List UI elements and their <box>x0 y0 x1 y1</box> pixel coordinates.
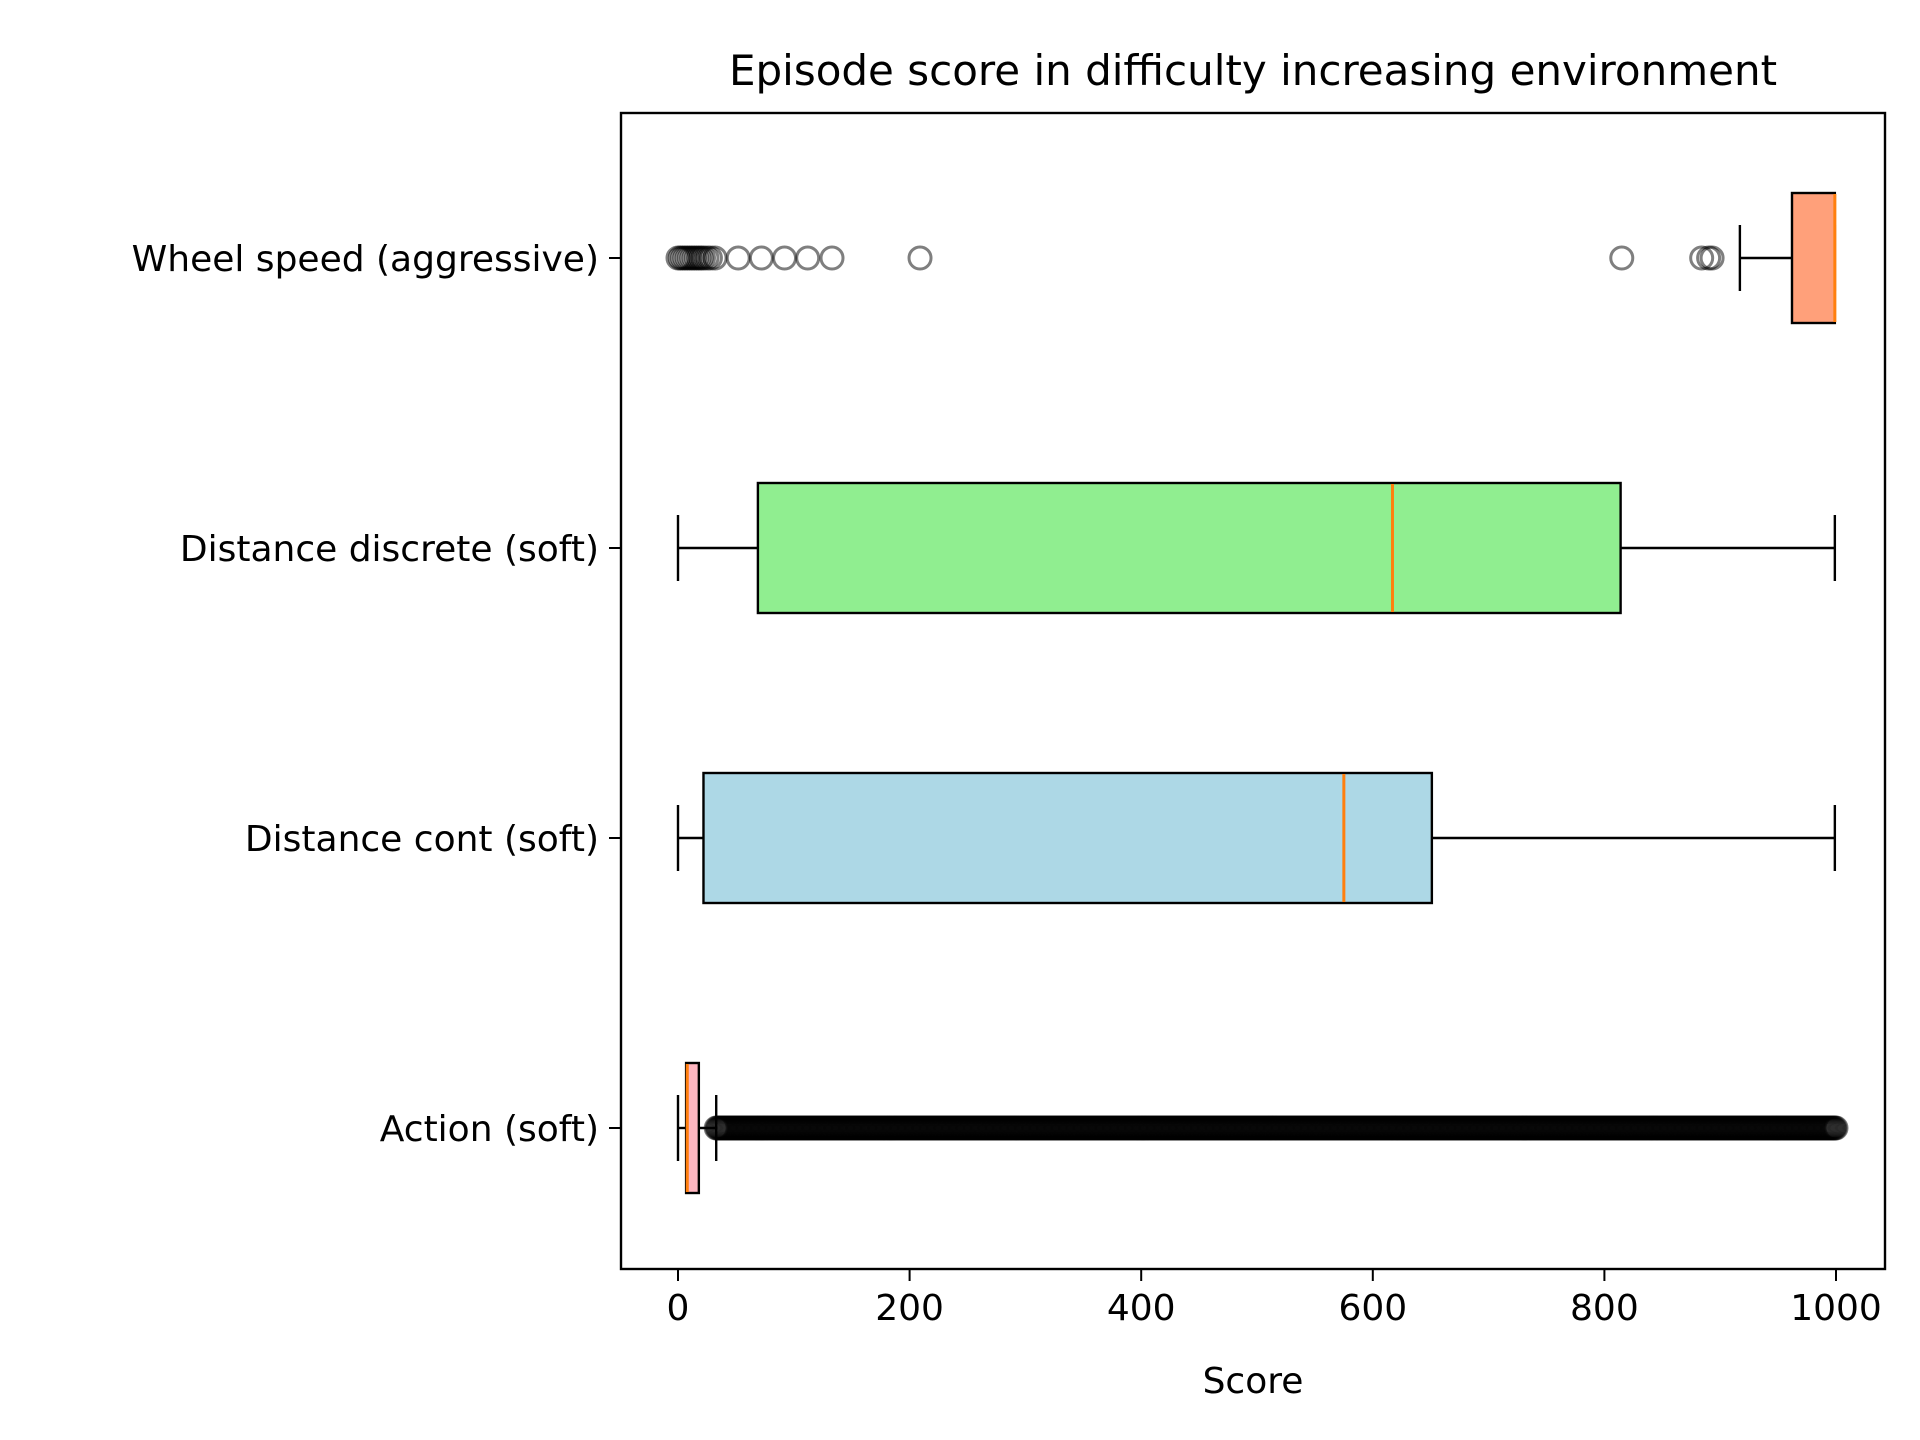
outlier-point <box>1689 245 1715 271</box>
outlier-point <box>1699 245 1725 271</box>
box <box>756 481 1622 615</box>
outlier-point <box>1609 245 1635 271</box>
x-tick-label: 200 <box>875 1288 944 1329</box>
x-tick-label: 1000 <box>1790 1288 1882 1329</box>
outlier-point <box>819 245 845 271</box>
x-tick-label: 600 <box>1338 1288 1407 1329</box>
outlier-point <box>907 245 933 271</box>
box <box>702 771 1434 905</box>
x-tick-label: 800 <box>1570 1288 1639 1329</box>
plot-area <box>665 191 1849 1195</box>
y-tick-label: Wheel speed (aggressive) <box>132 239 599 280</box>
x-tick-label: 400 <box>1107 1288 1176 1329</box>
outlier-point <box>1823 1115 1849 1141</box>
plot-frame <box>619 111 1887 1271</box>
x-axis-label: Score <box>1203 1361 1304 1402</box>
chart-title: Episode score in difficulty increasing e… <box>729 46 1777 95</box>
x-tick-label: 0 <box>667 1288 690 1329</box>
box <box>1790 191 1837 325</box>
y-tick-label: Distance cont (soft) <box>245 819 599 860</box>
y-tick-label: Distance discrete (soft) <box>180 529 599 570</box>
y-tick-label: Action (soft) <box>380 1109 599 1150</box>
outlier-point <box>795 245 821 271</box>
